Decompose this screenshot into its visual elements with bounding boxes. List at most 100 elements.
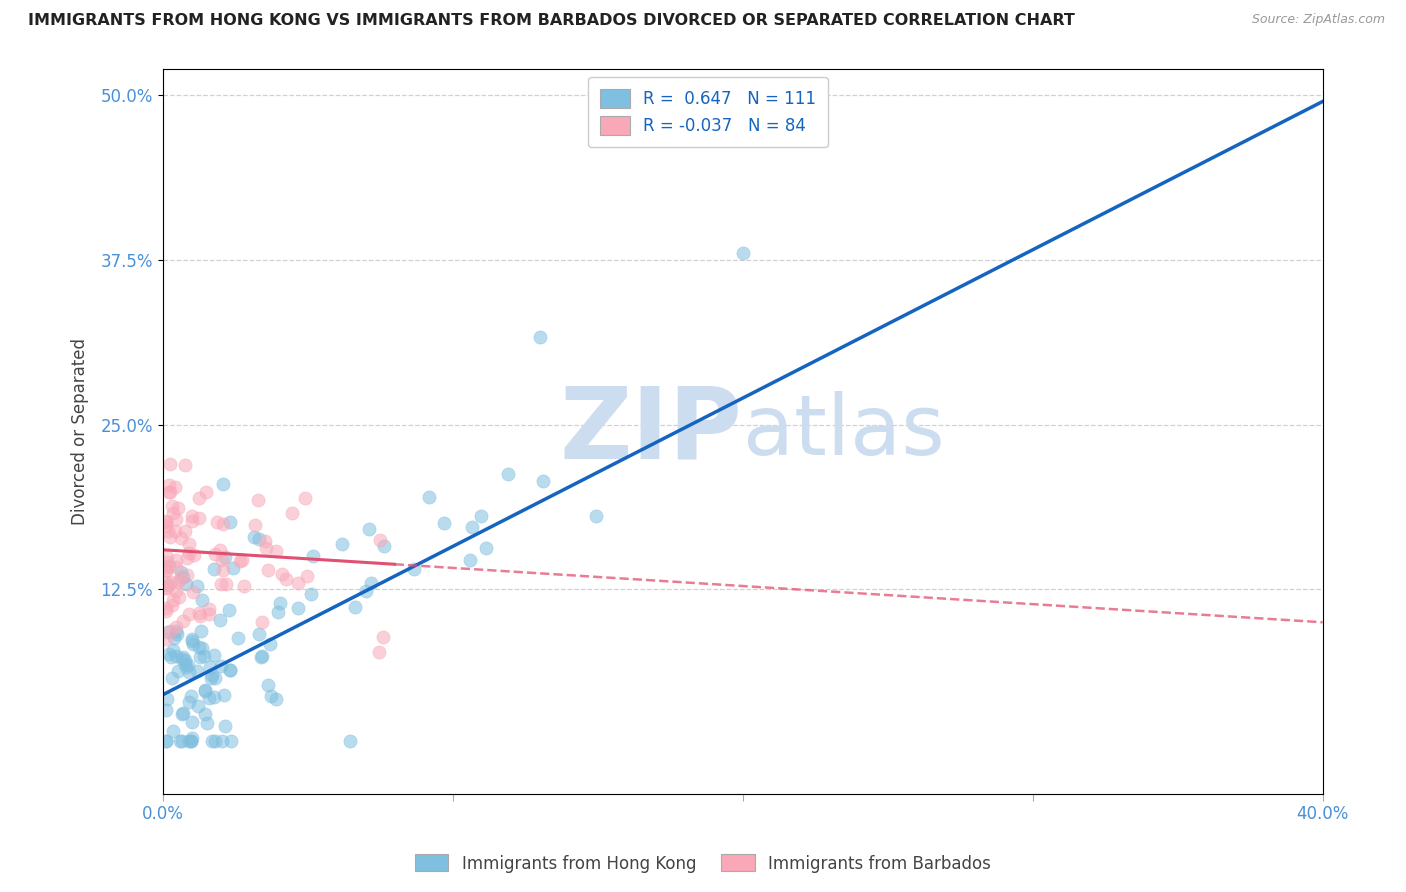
Point: [260, 689, 283, 703]
Point: [294, 491, 316, 505]
Point: [270, 567, 292, 582]
Point: [188, 640, 211, 654]
Point: [162, 723, 184, 738]
Point: [496, 467, 519, 481]
Point: [179, 695, 201, 709]
Point: [176, 551, 198, 566]
Point: [219, 516, 242, 530]
Point: [259, 637, 281, 651]
Point: [155, 515, 177, 529]
Point: [157, 648, 180, 662]
Point: [156, 549, 179, 564]
Point: [172, 650, 194, 665]
Point: [174, 524, 197, 538]
Point: [155, 632, 177, 646]
Point: [360, 575, 382, 590]
Point: [243, 517, 266, 532]
Point: [160, 598, 183, 612]
Point: [330, 537, 353, 551]
Point: [159, 485, 181, 500]
Point: [165, 552, 187, 566]
Point: [367, 645, 389, 659]
Point: [159, 478, 181, 492]
Point: [373, 630, 395, 644]
Point: [173, 458, 195, 472]
Point: [205, 515, 228, 529]
Point: [256, 678, 278, 692]
Point: [180, 731, 202, 746]
Point: [160, 672, 183, 686]
Point: [180, 509, 202, 524]
Point: [165, 480, 187, 494]
Y-axis label: Divorced or Separated: Divorced or Separated: [72, 337, 89, 524]
Point: [257, 563, 280, 577]
Point: [159, 624, 181, 639]
Point: [302, 549, 325, 563]
Point: [172, 614, 194, 628]
Point: [167, 574, 190, 589]
Point: [214, 719, 236, 733]
Point: [155, 560, 177, 574]
Point: [159, 531, 181, 545]
Point: [170, 706, 193, 721]
Point: [181, 637, 204, 651]
Point: [163, 524, 186, 539]
Point: [156, 691, 179, 706]
Point: [250, 615, 273, 629]
Legend: Immigrants from Hong Kong, Immigrants from Barbados: Immigrants from Hong Kong, Immigrants fr…: [409, 847, 997, 880]
Point: [264, 544, 287, 558]
Point: [209, 613, 232, 627]
Point: [195, 716, 218, 731]
Point: [157, 484, 180, 499]
Point: [212, 688, 235, 702]
Point: [177, 657, 200, 672]
Point: [461, 520, 484, 534]
Point: [212, 477, 235, 491]
Point: [531, 474, 554, 488]
Point: [368, 533, 391, 547]
Point: [281, 506, 304, 520]
Point: [186, 664, 208, 678]
Point: [221, 561, 243, 575]
Point: [233, 579, 256, 593]
Point: [172, 734, 194, 748]
Point: [177, 607, 200, 621]
Point: [194, 684, 217, 698]
Point: [287, 601, 309, 615]
Point: [155, 734, 177, 748]
Point: [156, 624, 179, 639]
Point: [186, 579, 208, 593]
Point: [155, 564, 177, 578]
Point: [179, 734, 201, 748]
Point: [243, 529, 266, 543]
Text: ZIP: ZIP: [560, 383, 742, 480]
Point: [155, 604, 177, 618]
Point: [190, 624, 212, 638]
Point: [193, 683, 215, 698]
Point: [180, 690, 202, 704]
Point: [202, 562, 225, 576]
Point: [202, 648, 225, 662]
Point: [475, 541, 498, 555]
Text: atlas: atlas: [742, 391, 945, 472]
Point: [266, 605, 288, 619]
Point: [218, 602, 240, 616]
Point: [226, 632, 249, 646]
Point: [156, 578, 179, 592]
Point: [162, 506, 184, 520]
Point: [180, 734, 202, 748]
Point: [249, 650, 271, 665]
Point: [167, 591, 190, 605]
Point: [156, 524, 179, 538]
Point: [301, 587, 323, 601]
Point: [155, 563, 177, 577]
Point: [180, 715, 202, 730]
Point: [172, 570, 194, 584]
Point: [169, 531, 191, 545]
Point: [247, 533, 270, 547]
Point: [201, 734, 224, 748]
Point: [218, 663, 240, 677]
Point: [177, 665, 200, 679]
Legend: R =  0.647   N = 111, R = -0.037   N = 84: R = 0.647 N = 111, R = -0.037 N = 84: [588, 77, 828, 147]
Point: [165, 511, 187, 525]
